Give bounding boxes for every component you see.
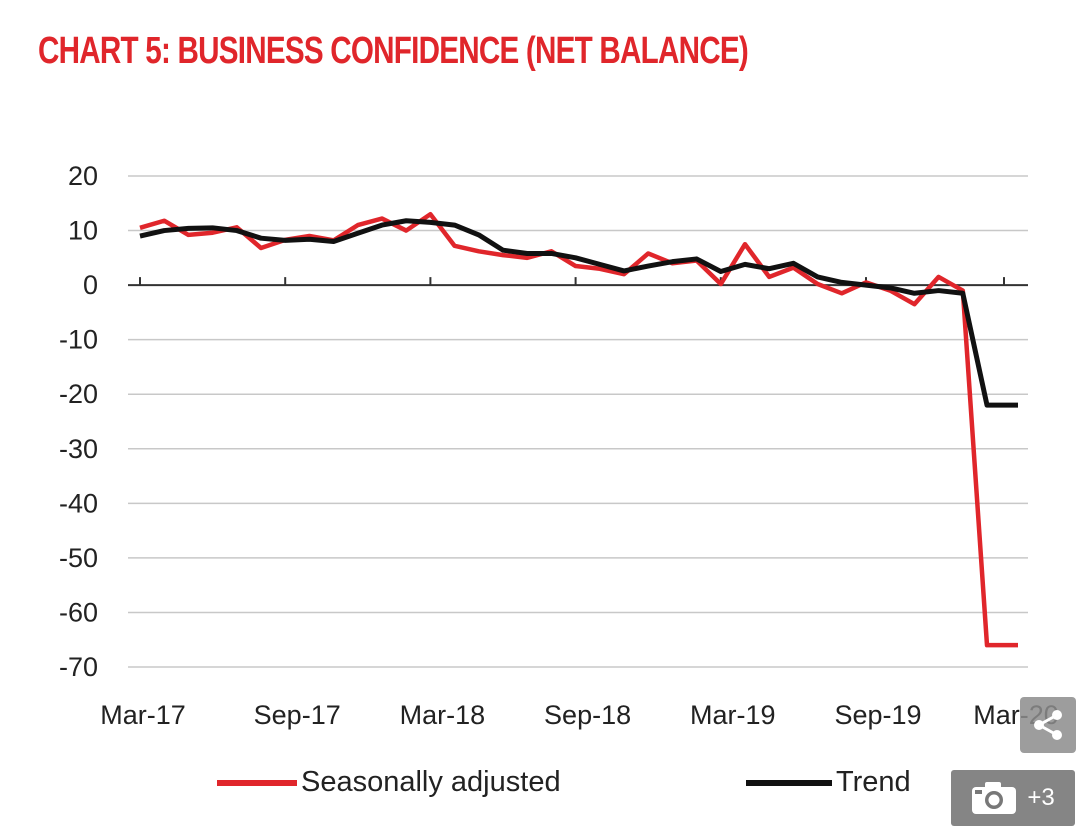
gallery-count: +3 (1027, 784, 1055, 811)
chart-title: CHART 5: BUSINESS CONFIDENCE (NET BALANC… (38, 30, 749, 72)
camera-icon (972, 782, 1017, 814)
y-tick-label: 20 (68, 161, 98, 191)
y-tick-label: -30 (59, 434, 98, 464)
legend-label-trend: Trend (836, 766, 911, 798)
x-tick-label: Sep-18 (544, 700, 631, 730)
legend-item-seasonally-adjusted: Seasonally adjusted (217, 766, 561, 799)
grid-lines (128, 175, 1028, 668)
y-tick-label: 10 (68, 216, 98, 246)
share-button[interactable] (1020, 697, 1076, 753)
y-tick-label: -50 (59, 543, 98, 573)
y-tick-label: -10 (59, 325, 98, 355)
legend-label-seasonally-adjusted: Seasonally adjusted (301, 766, 561, 798)
legend-swatch-seasonally-adjusted (217, 779, 297, 786)
y-tick-label: -40 (59, 488, 98, 518)
series-line-seasonally-adjusted (139, 211, 1018, 648)
y-axis-ticks: 20 10 0 -10 -20 -30 -40 -50 -60 -70 (59, 161, 98, 682)
y-tick-label: -20 (59, 379, 98, 409)
series-line-trend (139, 218, 1018, 408)
x-tick-label: Mar-17 (100, 700, 186, 730)
share-icon (1034, 710, 1062, 740)
x-tick-label: Mar-18 (400, 700, 486, 730)
legend-swatch-trend (746, 779, 832, 786)
y-tick-label: -60 (59, 597, 98, 627)
x-tick-label: Sep-17 (254, 700, 341, 730)
business-confidence-chart: 20 10 0 -10 -20 -30 -40 -50 -60 -70 Mar-17 Sep-17 M… (59, 161, 1059, 730)
legend-item-trend: Trend (746, 766, 911, 799)
series-lines (139, 211, 1018, 648)
legend: Seasonally adjusted Trend (0, 760, 1080, 810)
y-tick-label: -70 (59, 652, 98, 682)
y-tick-label: 0 (83, 270, 98, 300)
gallery-button[interactable]: +3 (951, 770, 1075, 826)
x-tick-label: Sep-19 (834, 700, 921, 730)
x-tick-label: Mar-19 (690, 700, 776, 730)
